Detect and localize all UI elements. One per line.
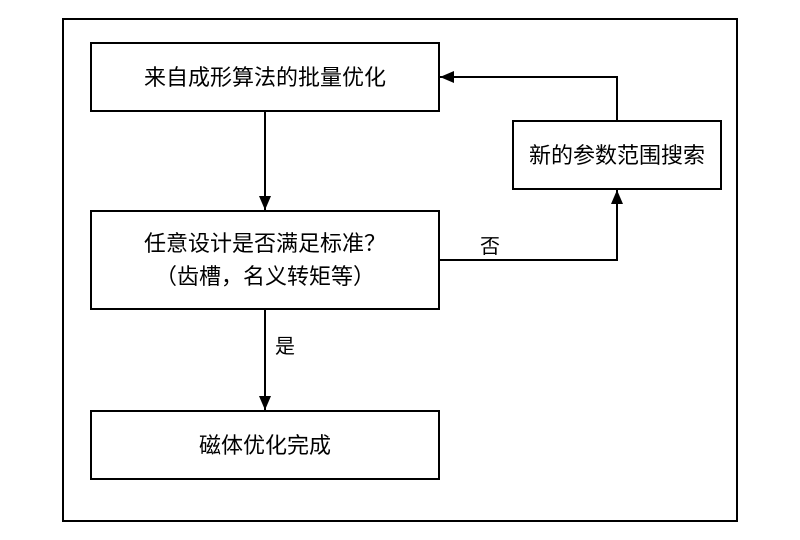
node-text: 来自成形算法的批量优化 <box>144 61 386 94</box>
node-text-line1: 任意设计是否满足标准？ <box>144 227 386 260</box>
edge-label-no: 否 <box>480 230 500 259</box>
node-text: 磁体优化完成 <box>199 429 331 462</box>
node-batch-optimization: 来自成形算法的批量优化 <box>90 42 440 112</box>
node-new-parameter-search: 新的参数范围搜索 <box>512 120 722 190</box>
node-text-line2: （齿槽，名义转矩等） <box>155 260 375 293</box>
node-text: 新的参数范围搜索 <box>529 139 705 172</box>
edge-label-yes: 是 <box>275 330 295 359</box>
node-decision-standards: 任意设计是否满足标准？ （齿槽，名义转矩等） <box>90 210 440 310</box>
node-optimization-complete: 磁体优化完成 <box>90 410 440 480</box>
